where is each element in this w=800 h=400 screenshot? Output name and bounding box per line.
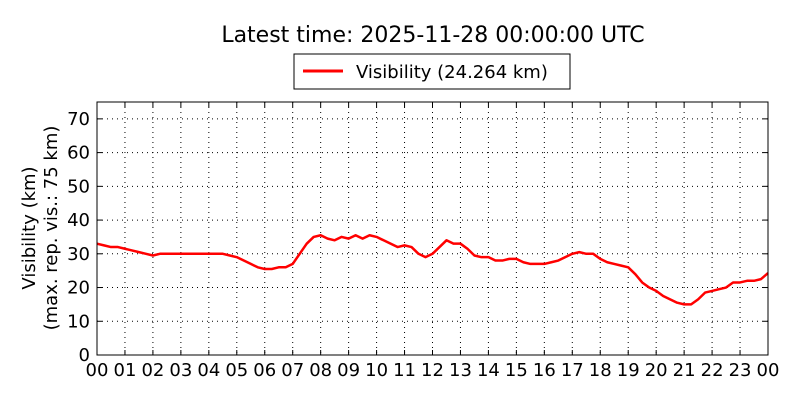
legend-label: Visibility (24.264 km) <box>356 62 548 83</box>
y-tick-label: 70 <box>67 109 90 130</box>
x-tick-label: 06 <box>253 360 276 381</box>
grid <box>97 102 768 355</box>
y-axis-label-secondary: (max. rep. vis.: 75 km) <box>41 126 62 331</box>
series-layer <box>96 234 769 306</box>
y-tick-label: 40 <box>67 210 90 231</box>
y-tick-label: 10 <box>67 311 90 332</box>
x-tick-label: 08 <box>309 360 332 381</box>
x-tick-label: 07 <box>281 360 304 381</box>
series-line <box>96 234 769 306</box>
x-tick-label: 16 <box>533 360 556 381</box>
x-tick-label: 01 <box>114 360 137 381</box>
tick-labels: 00 01 02 03 04 05 06 07 08 09 10 11 12 13 14 15 16 17 18 19… <box>67 109 779 381</box>
y-tick-label: 50 <box>67 176 90 197</box>
x-tick-label: 21 <box>673 360 696 381</box>
y-tick-label: 60 <box>67 143 90 164</box>
plot-frame <box>96 101 769 356</box>
x-tick-label: 11 <box>393 360 416 381</box>
x-tick-label: 09 <box>337 360 360 381</box>
x-tick-label: 19 <box>617 360 640 381</box>
x-tick-label: 22 <box>701 360 724 381</box>
legend: Visibility (24.264 km) <box>293 53 571 90</box>
y-axis-label: Visibility (km) <box>19 166 40 289</box>
y-tick-label: 20 <box>67 278 90 299</box>
x-tick-label: 12 <box>421 360 444 381</box>
x-tick-label: 05 <box>225 360 248 381</box>
x-tick-label: 14 <box>477 360 500 381</box>
x-tick-label: 00 <box>86 360 109 381</box>
y-tick-label: 0 <box>79 345 90 366</box>
chart-title: Latest time: 2025-11-28 00:00:00 UTC <box>221 23 644 48</box>
x-tick-label: 04 <box>197 360 220 381</box>
axis-ticks <box>96 102 769 356</box>
y-tick-label: 30 <box>67 244 90 265</box>
x-tick-label: 18 <box>589 360 612 381</box>
x-tick-label: 23 <box>729 360 752 381</box>
x-tick-label: 20 <box>645 360 668 381</box>
x-tick-label: 17 <box>561 360 584 381</box>
x-tick-label: 15 <box>505 360 528 381</box>
x-tick-label: 13 <box>449 360 472 381</box>
x-tick-label: 00 <box>757 360 780 381</box>
x-tick-label: 02 <box>141 360 164 381</box>
x-tick-label: 10 <box>365 360 388 381</box>
x-tick-label: 03 <box>169 360 192 381</box>
